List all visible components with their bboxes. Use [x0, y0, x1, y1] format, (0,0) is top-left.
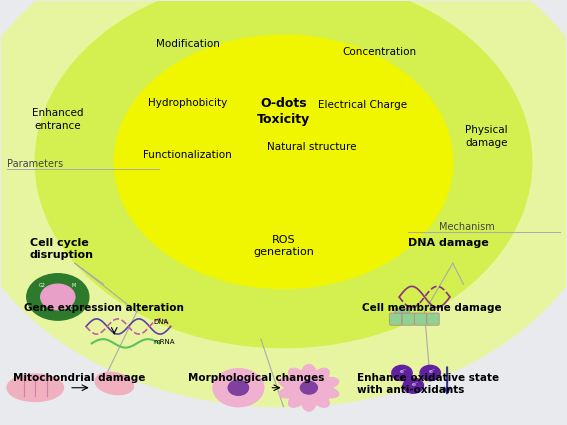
Text: G2: G2: [39, 283, 45, 288]
Polygon shape: [279, 365, 338, 411]
Text: Natural structure: Natural structure: [267, 142, 357, 152]
Text: Mechanism: Mechanism: [439, 222, 495, 232]
Circle shape: [27, 274, 89, 320]
Text: Mitochondrial damage: Mitochondrial damage: [12, 373, 145, 383]
Text: Electrical Charge: Electrical Charge: [318, 100, 407, 110]
Circle shape: [35, 0, 532, 348]
Text: Hydrophobicity: Hydrophobicity: [148, 98, 227, 108]
Text: Cell cycle
disruption: Cell cycle disruption: [29, 238, 94, 260]
Text: O-dots
Toxicity: O-dots Toxicity: [257, 96, 310, 126]
Ellipse shape: [95, 372, 133, 395]
Circle shape: [0, 0, 567, 407]
Text: M: M: [71, 283, 76, 288]
Text: Functionalization: Functionalization: [143, 150, 232, 161]
Text: DNA: DNA: [154, 320, 169, 326]
Circle shape: [420, 366, 441, 380]
Text: Enhanced
entrance: Enhanced entrance: [32, 108, 83, 131]
Text: Modification: Modification: [156, 39, 219, 48]
Circle shape: [403, 378, 424, 393]
FancyBboxPatch shape: [390, 313, 402, 325]
Text: e⁻: e⁻: [412, 382, 418, 387]
Text: Gene expression alteration: Gene expression alteration: [24, 303, 184, 313]
Ellipse shape: [7, 374, 64, 402]
Text: Enhance oxidative state
with anti-oxidants: Enhance oxidative state with anti-oxidan…: [357, 373, 499, 395]
Text: Parameters: Parameters: [7, 159, 63, 169]
Circle shape: [213, 369, 264, 407]
Text: e⁻: e⁻: [400, 369, 407, 374]
Text: G1: G1: [70, 306, 77, 311]
FancyBboxPatch shape: [395, 309, 410, 313]
FancyBboxPatch shape: [402, 313, 414, 325]
Text: DNA damage: DNA damage: [408, 238, 488, 248]
Text: S: S: [40, 306, 44, 311]
Text: Cell membrane damage: Cell membrane damage: [362, 303, 502, 313]
Text: Concentration: Concentration: [342, 47, 417, 57]
Text: mRNA: mRNA: [154, 339, 175, 345]
Text: e⁻: e⁻: [428, 369, 435, 374]
FancyBboxPatch shape: [414, 313, 427, 325]
Circle shape: [41, 284, 75, 310]
Circle shape: [301, 381, 318, 394]
FancyBboxPatch shape: [427, 313, 439, 325]
Text: ROS
generation: ROS generation: [253, 235, 314, 258]
Circle shape: [114, 35, 453, 289]
Circle shape: [392, 366, 412, 380]
Text: Morphological changes: Morphological changes: [188, 373, 324, 383]
Text: Physical
damage: Physical damage: [466, 125, 508, 148]
Circle shape: [228, 380, 248, 395]
